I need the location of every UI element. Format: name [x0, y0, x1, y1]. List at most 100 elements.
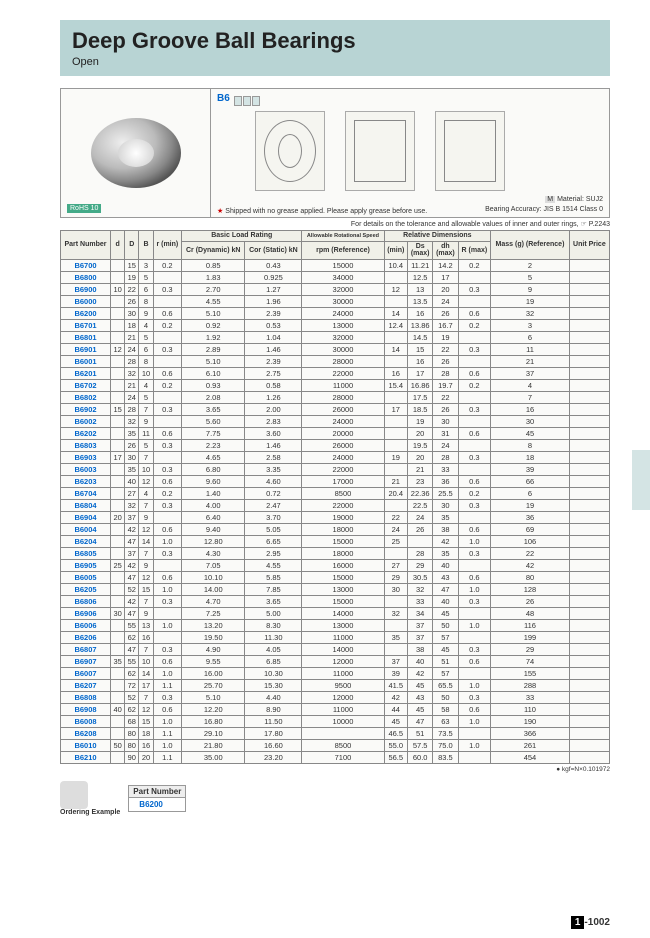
part-link[interactable]: B6907: [61, 656, 111, 668]
table-row: B6900102260.32.701.27320001213200.39: [61, 284, 610, 296]
table-row: B68012151.921.043200014.5196: [61, 332, 610, 344]
part-link[interactable]: B6903: [61, 452, 111, 464]
page-title: Deep Groove Ball Bearings: [72, 28, 598, 54]
table-row: B68074770.34.904.051400038450.329: [61, 644, 610, 656]
table-row: B6206621619.5011.3011000353757199: [61, 632, 610, 644]
bearing-photo: [91, 118, 181, 188]
part-link[interactable]: B6805: [61, 548, 111, 560]
table-row: B60105080161.021.8016.60850055.057.575.0…: [61, 740, 610, 752]
spec-table: Part Number d D B r (min) Basic Load Rat…: [60, 230, 610, 764]
col-rpm-g: Allowable Rotational Speed: [302, 231, 384, 242]
table-row: B620132100.66.102.75220001617280.637: [61, 368, 610, 380]
kgf-note: ● kgf=N×0.101972: [60, 766, 610, 773]
part-link[interactable]: B6201: [61, 368, 111, 380]
col-part: Part Number: [61, 231, 111, 260]
table-row: B68053770.34.302.951800028350.322: [61, 548, 610, 560]
table-row: B60002684.551.963000013.52419: [61, 296, 610, 308]
part-link[interactable]: B6204: [61, 536, 111, 548]
spec-table-container: Part Number d D B r (min) Basic Load Rat…: [60, 230, 610, 764]
page-subtitle: Open: [72, 56, 598, 68]
part-link[interactable]: B6001: [61, 356, 111, 368]
shipping-note: ★Shipped with no grease applied. Please …: [217, 207, 427, 215]
part-link[interactable]: B6206: [61, 632, 111, 644]
col-dh: dh(max): [433, 241, 458, 259]
front-view-drawing: [255, 111, 325, 191]
part-link[interactable]: B6904: [61, 512, 111, 524]
col-rpm: rpm (Reference): [302, 241, 384, 259]
part-link[interactable]: B6007: [61, 668, 111, 680]
table-row: B620340120.69.604.60170002123360.666: [61, 476, 610, 488]
col-D: D: [125, 231, 139, 260]
part-link[interactable]: B6806: [61, 596, 111, 608]
part-link[interactable]: B6900: [61, 284, 111, 296]
table-row: B67001530.20.850.431500010.411.2114.20.2…: [61, 260, 610, 272]
col-rel: Relative Dimensions: [384, 231, 491, 242]
part-link[interactable]: B6704: [61, 488, 111, 500]
part-link[interactable]: B6004: [61, 524, 111, 536]
table-row: B68085270.35.104.40120004243500.333: [61, 692, 610, 704]
part-link[interactable]: B6800: [61, 272, 111, 284]
part-link[interactable]: B6207: [61, 680, 111, 692]
table-row: B600547120.610.105.85150002930.5430.680: [61, 572, 610, 584]
part-link[interactable]: B6203: [61, 476, 111, 488]
part-link[interactable]: B6005: [61, 572, 111, 584]
part-link[interactable]: B6901: [61, 344, 111, 356]
page-number: 1-1002: [571, 917, 610, 928]
col-B: B: [139, 231, 153, 260]
accuracy-note: Bearing Accuracy: JIS B 1514 Class 0: [485, 206, 603, 213]
table-row: B67042740.21.400.72850020.422.3625.50.26: [61, 488, 610, 500]
part-link[interactable]: B6008: [61, 716, 111, 728]
part-link[interactable]: B6200: [61, 308, 111, 320]
table-row: B620880181.129.1017.8046.55173.5366: [61, 728, 610, 740]
part-link[interactable]: B6807: [61, 644, 111, 656]
rohs-badge: RoHS 10: [67, 204, 101, 213]
table-row: B600442120.69.405.05180002426380.669: [61, 524, 610, 536]
col-basic: Basic Load Rating: [182, 231, 302, 242]
col-min: (min): [384, 241, 408, 259]
table-row: B621090201.135.0023.20710056.560.083.545…: [61, 752, 610, 764]
diagram-container: RoHS 10 B6 M Material: SUJ2 Bearing Accu…: [60, 88, 610, 218]
table-row: B69073555100.69.556.85120003740510.674: [61, 656, 610, 668]
table-row: B620235110.67.753.602000020310.645: [61, 428, 610, 440]
part-link[interactable]: B6002: [61, 416, 111, 428]
col-mass: Mass (g) (Reference): [491, 231, 570, 260]
part-link[interactable]: B6006: [61, 620, 111, 632]
part-code-blanks: [233, 93, 260, 111]
table-row: B60012885.102.3928000162621: [61, 356, 610, 368]
part-link[interactable]: B6202: [61, 428, 111, 440]
part-link[interactable]: B6808: [61, 692, 111, 704]
section-view-drawing: [435, 111, 505, 191]
material-note: M Material: SUJ2: [545, 196, 603, 203]
table-body: B67001530.20.850.431500010.411.2114.20.2…: [61, 260, 610, 764]
table-row: B69084062120.612.208.90110004445580.6110: [61, 704, 610, 716]
part-link[interactable]: B6210: [61, 752, 111, 764]
table-row: B6906304797.255.001400032344548: [61, 608, 610, 620]
part-link[interactable]: B6803: [61, 440, 111, 452]
part-link[interactable]: B6906: [61, 608, 111, 620]
part-link[interactable]: B6905: [61, 560, 111, 572]
part-link[interactable]: B6003: [61, 464, 111, 476]
table-row: B68064270.34.703.651500033400.326: [61, 596, 610, 608]
table-row: B6902152870.33.652.00260001718.5260.316: [61, 404, 610, 416]
table-row: B600868151.016.8011.50100004547631.0190: [61, 716, 610, 728]
part-link[interactable]: B6205: [61, 584, 111, 596]
part-link[interactable]: B6908: [61, 704, 111, 716]
part-link[interactable]: B6208: [61, 728, 111, 740]
part-code-prefix: B6: [217, 93, 230, 104]
part-link[interactable]: B6802: [61, 392, 111, 404]
col-d: d: [111, 231, 125, 260]
part-link[interactable]: B6701: [61, 320, 111, 332]
part-link[interactable]: B6804: [61, 500, 111, 512]
side-tab: [632, 450, 650, 510]
page-header: Deep Groove Ball Bearings Open: [60, 20, 610, 76]
col-cor: Cor (Static) kN: [245, 241, 302, 259]
part-link[interactable]: B6702: [61, 380, 111, 392]
table-row: B68022452.081.262800017.5227: [61, 392, 610, 404]
part-link[interactable]: B6801: [61, 332, 111, 344]
table-row: B67011840.20.920.531300012.413.8616.70.2…: [61, 320, 610, 332]
side-view-drawing: [345, 111, 415, 191]
part-link[interactable]: B6010: [61, 740, 111, 752]
part-link[interactable]: B6902: [61, 404, 111, 416]
part-link[interactable]: B6000: [61, 296, 111, 308]
part-link[interactable]: B6700: [61, 260, 111, 272]
